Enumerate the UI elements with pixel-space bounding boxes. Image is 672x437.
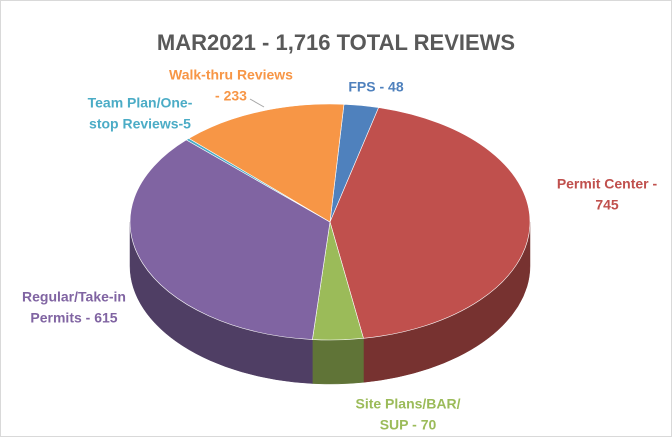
data-label: 745 (595, 197, 619, 213)
data-label: Regular/Take-in (22, 289, 126, 305)
pie-slice (329, 107, 531, 339)
data-label: Permits - 615 (30, 310, 117, 326)
pie-slice (188, 103, 345, 223)
data-label: Walk-thru Reviews (169, 67, 293, 83)
data-label: - 233 (215, 88, 247, 104)
data-label: FPS - 48 (348, 79, 403, 95)
chart-title: MAR2021 - 1,716 TOTAL REVIEWS (157, 30, 515, 55)
data-label: stop Reviews-5 (89, 116, 191, 132)
data-label: SUP - 70 (380, 417, 437, 433)
data-label: Permit Center - (557, 176, 658, 192)
data-label: Team Plan/One- (88, 95, 193, 111)
data-label: Site Plans/BAR/ (355, 396, 460, 412)
pie-slice-side (312, 338, 364, 385)
pie-slice (129, 139, 331, 340)
leader-line (249, 98, 265, 108)
